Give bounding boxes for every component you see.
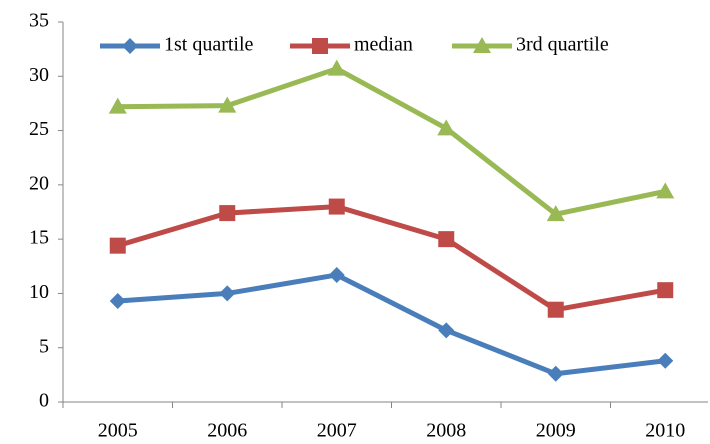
y-tick-label: 25 [29, 118, 49, 140]
legend-label: median [354, 34, 413, 56]
marker [437, 119, 456, 136]
marker [108, 97, 127, 114]
series-line [117, 272, 666, 377]
y-tick-label: 10 [29, 281, 49, 303]
x-tick-label: 2007 [317, 420, 357, 442]
x-tick-label: 2010 [645, 420, 685, 442]
y-tick-label: 30 [29, 64, 49, 86]
marker [546, 205, 565, 222]
legend-label: 3rd quartile [516, 34, 609, 56]
marker [547, 301, 564, 318]
marker [219, 205, 236, 222]
marker [109, 237, 126, 254]
marker [657, 282, 674, 299]
marker [547, 365, 564, 382]
y-tick-label: 0 [39, 390, 49, 412]
x-tick-label: 2005 [98, 420, 138, 442]
x-tick-label: 2006 [207, 420, 247, 442]
y-tick-label: 15 [29, 227, 49, 249]
y-tick-label: 20 [29, 172, 49, 194]
y-tick-label: 35 [29, 10, 49, 32]
marker [657, 352, 674, 369]
marker [328, 266, 345, 283]
marker [218, 96, 237, 113]
marker [328, 198, 345, 215]
series-line [117, 204, 666, 313]
y-tick-label: 5 [39, 335, 49, 357]
marker [327, 59, 346, 76]
x-tick-label: 2008 [426, 420, 466, 442]
marker [109, 293, 126, 310]
series-line [117, 66, 666, 217]
legend-label: 1st quartile [164, 34, 254, 56]
marker [438, 322, 455, 339]
marker [473, 37, 491, 53]
marker [656, 182, 675, 199]
x-tick-label: 2009 [536, 420, 576, 442]
marker [438, 231, 455, 248]
marker [122, 38, 138, 54]
marker [312, 38, 328, 54]
marker [219, 285, 236, 302]
